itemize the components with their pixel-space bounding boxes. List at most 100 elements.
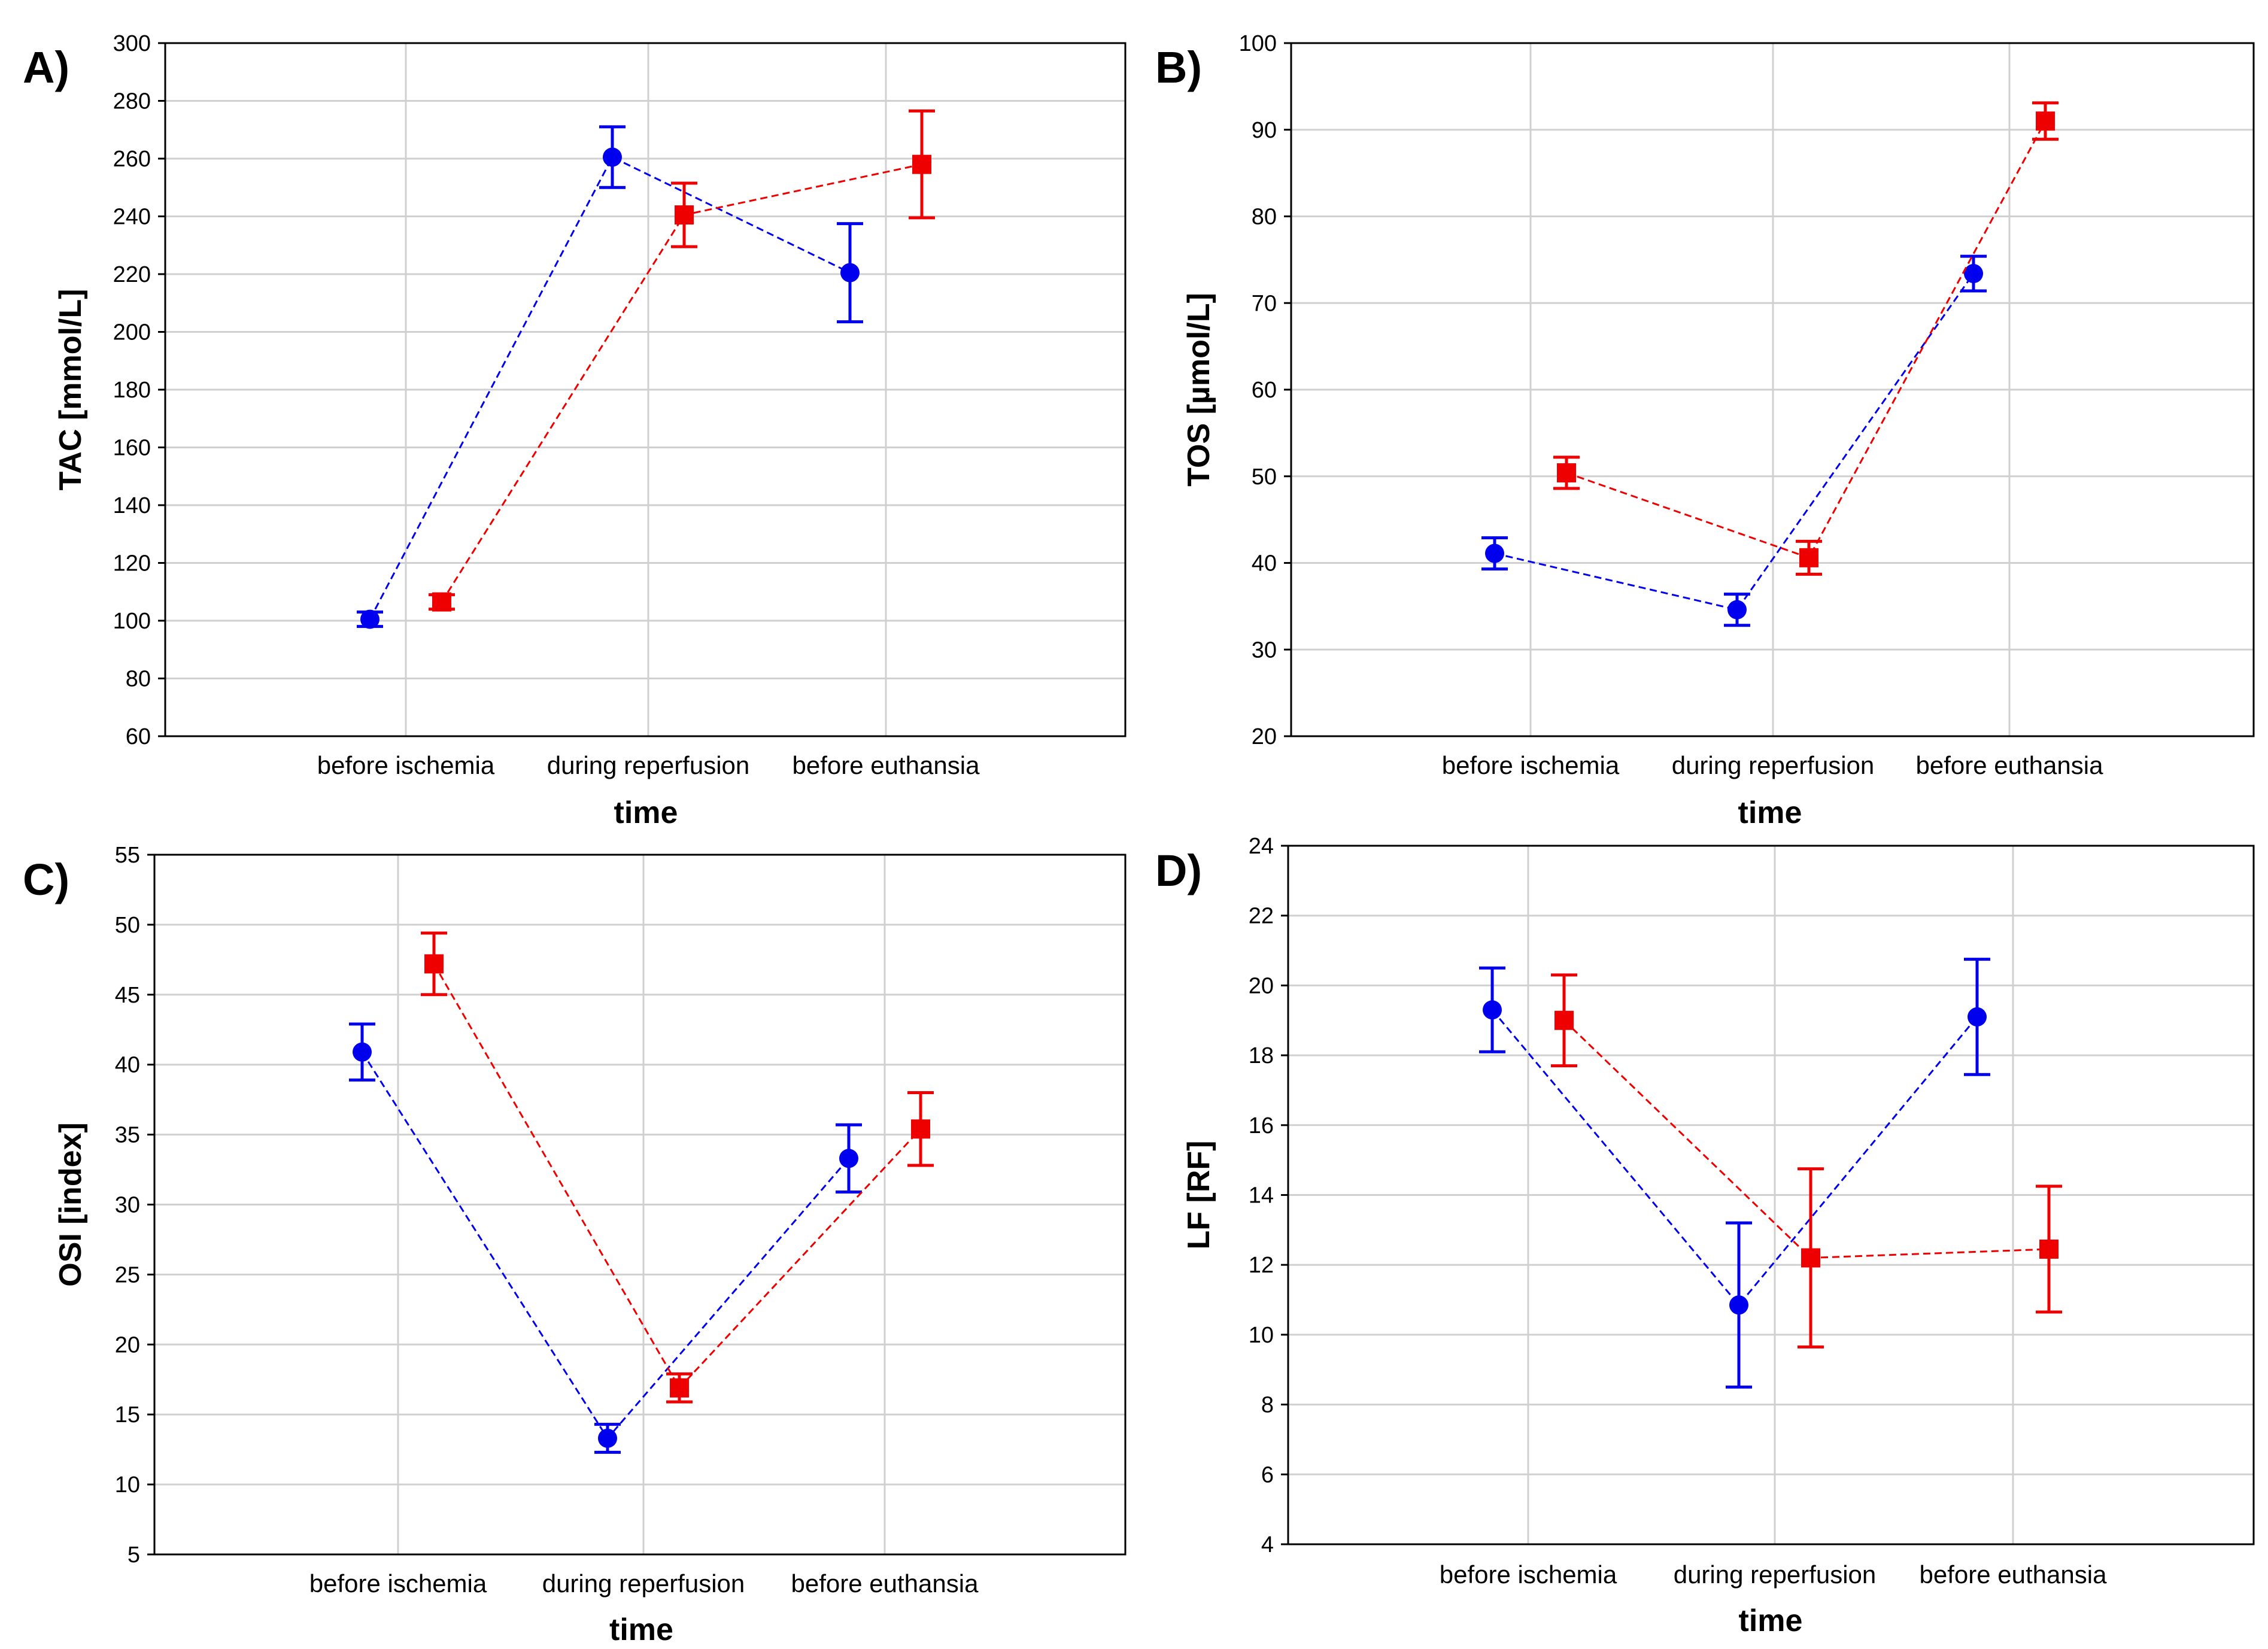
data-point-circle: [360, 609, 379, 629]
y-tick-label: 100: [113, 609, 151, 634]
y-tick-label: 80: [1252, 205, 1277, 230]
series-red: [421, 931, 934, 1404]
data-point-circle: [839, 1149, 858, 1168]
data-point-circle: [598, 1428, 617, 1448]
data-point-square: [2039, 1239, 2058, 1259]
x-axis-title: time: [609, 1612, 673, 1647]
panel-a-chart: 60 80 100 120 140 160 180 200 220 240 260 280 300 bef…: [23, 31, 1127, 830]
y-tick-label: 40: [115, 1053, 140, 1078]
x-axis-title: time: [614, 795, 678, 830]
panel-d-chart: 4 6 8 10 12 14 16 18 20 22 24 before ischemia during…: [1155, 834, 2255, 1638]
y-tick-label: 12: [1249, 1253, 1274, 1278]
data-point-square: [2036, 111, 2055, 131]
series-red: [1551, 973, 2062, 1349]
data-point-circle: [1485, 543, 1504, 563]
data-point-circle: [1727, 600, 1747, 619]
panel-label: D): [1155, 846, 1202, 895]
y-tick-label: 35: [115, 1123, 140, 1148]
data-point-square: [1799, 548, 1818, 567]
y-axis-title: TAC [mmol/L]: [53, 289, 88, 491]
y-tick-label: 200: [113, 320, 151, 345]
x-category-label: during reperfusion: [542, 1569, 745, 1598]
data-point-square: [1801, 1248, 1820, 1268]
y-tick-label: 16: [1249, 1113, 1274, 1138]
data-point-circle: [1729, 1295, 1748, 1315]
y-tick-label: 6: [1261, 1462, 1274, 1487]
y-axis-title: LF [RF]: [1182, 1141, 1216, 1250]
y-tick-label: 60: [126, 724, 151, 749]
y-tick-label: 100: [1239, 31, 1277, 56]
y-tick-label: 90: [1252, 118, 1277, 143]
data-point-circle: [603, 147, 622, 167]
series-line-blue: [361, 1051, 850, 1440]
panel-c-chart: 5 10 15 20 25 30 35 40 45 50 55 before ischemia duri…: [23, 843, 1127, 1647]
y-tick-label: 8: [1261, 1393, 1274, 1418]
data-point-square: [670, 1378, 689, 1398]
y-tick-label: 55: [115, 843, 140, 868]
panel-label: C): [23, 855, 69, 904]
y-tick-label: 10: [1249, 1323, 1274, 1348]
y-tick-label: 14: [1249, 1183, 1274, 1208]
data-point-square: [1557, 463, 1576, 482]
y-tick-label: 280: [113, 89, 151, 114]
y-tick-label: 20: [1252, 724, 1277, 749]
y-tick-label: 220: [113, 262, 151, 287]
y-tick-label: 18: [1249, 1043, 1274, 1068]
y-tick-label: 80: [126, 667, 151, 692]
y-tick-label: 140: [113, 493, 151, 518]
y-tick-label: 240: [113, 205, 151, 230]
x-category-label: before euthansia: [791, 1569, 979, 1598]
x-category-label: before ischemia: [1440, 1560, 1617, 1589]
y-tick-label: 50: [1252, 464, 1277, 490]
panel-label: B): [1155, 42, 1202, 92]
y-tick-label: 120: [113, 551, 151, 576]
series-red: [429, 109, 935, 612]
y-tick-label: 160: [113, 436, 151, 461]
x-category-label: during reperfusion: [547, 751, 750, 779]
y-tick-label: 22: [1249, 904, 1274, 929]
y-tick-label: 60: [1252, 378, 1277, 403]
series-line-blue: [1491, 1009, 1978, 1307]
data-point-circle: [353, 1042, 372, 1062]
y-tick-label: 30: [1252, 637, 1277, 663]
x-category-label: before euthansia: [1916, 751, 2104, 779]
series-blue: [1481, 254, 1987, 627]
x-category-label: before euthansia: [1920, 1560, 2108, 1589]
x-category-label: before ischemia: [317, 751, 495, 779]
series-line-blue: [369, 156, 851, 620]
series-line-blue: [1494, 273, 1975, 611]
data-point-circle: [1964, 264, 1983, 284]
y-tick-label: 5: [127, 1542, 140, 1568]
y-tick-label: 40: [1252, 551, 1277, 576]
series-red: [1553, 101, 2058, 576]
x-axis-title: time: [1738, 795, 1802, 830]
y-tick-label: 10: [115, 1472, 140, 1498]
y-tick-label: 70: [1252, 291, 1277, 316]
y-tick-label: 20: [1249, 973, 1274, 998]
y-axis-title: TOS [µmol/L]: [1182, 293, 1216, 487]
x-category-label: before ischemia: [309, 1569, 487, 1598]
y-tick-label: 24: [1249, 834, 1274, 859]
series-blue: [1479, 958, 1990, 1389]
y-tick-label: 45: [115, 983, 140, 1008]
x-category-label: during reperfusion: [1672, 751, 1875, 779]
data-point-square: [912, 154, 931, 174]
data-point-square: [432, 592, 451, 612]
y-axis-title: OSI [index]: [53, 1122, 88, 1286]
data-point-square: [675, 205, 694, 225]
series-blue: [357, 125, 863, 629]
data-point-square: [1554, 1010, 1574, 1030]
series-line-red: [1566, 120, 2047, 559]
data-point-circle: [1483, 1000, 1502, 1020]
x-axis-title: time: [1739, 1604, 1803, 1638]
data-point-square: [911, 1119, 930, 1139]
y-tick-label: 25: [115, 1262, 140, 1287]
y-tick-label: 180: [113, 378, 151, 403]
y-tick-label: 50: [115, 913, 140, 938]
y-tick-label: 260: [113, 147, 151, 172]
x-category-label: during reperfusion: [1674, 1560, 1877, 1589]
series-blue: [349, 1022, 862, 1454]
y-tick-label: 20: [115, 1332, 140, 1358]
y-tick-label: 15: [115, 1402, 140, 1428]
